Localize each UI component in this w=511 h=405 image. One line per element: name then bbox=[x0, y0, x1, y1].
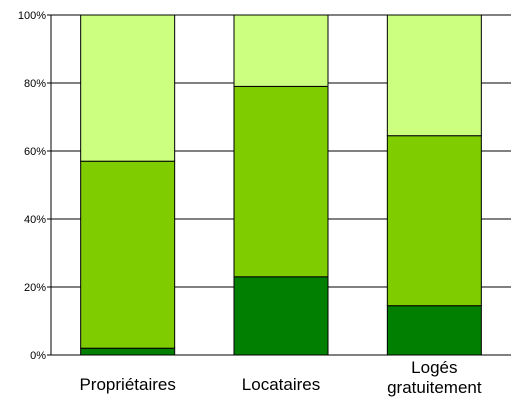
bar-stacks bbox=[80, 14, 482, 356]
bar-segment-0-2 bbox=[80, 14, 176, 162]
y-axis-tick-labels: 0% 20% 40% 60% 80% 100% bbox=[18, 10, 46, 362]
x-category-label-0: Propriétaires bbox=[79, 375, 175, 394]
y-tick-label-20: 20% bbox=[24, 282, 46, 294]
y-tick-label-100: 100% bbox=[18, 10, 46, 22]
x-category-label-2: Logés gratuitement bbox=[387, 358, 482, 397]
x-category-label-line: Logés bbox=[411, 358, 457, 377]
y-tick-label-40: 40% bbox=[24, 214, 46, 226]
x-axis-category-labels: Propriétaires Locataires Logés gratuitement bbox=[79, 358, 481, 397]
bar-segment-1-0 bbox=[233, 276, 329, 356]
bar-segment-0-0 bbox=[80, 347, 176, 356]
x-category-label-line: Propriétaires bbox=[79, 375, 175, 394]
bar-segment-2-2 bbox=[386, 14, 482, 137]
y-tick-label-80: 80% bbox=[24, 78, 46, 90]
axes bbox=[47, 14, 52, 356]
bar-segment-1-1 bbox=[233, 85, 329, 278]
x-category-label-line: Locataires bbox=[242, 375, 320, 394]
x-category-label-line: gratuitement bbox=[387, 378, 482, 397]
bar-segment-2-1 bbox=[386, 135, 482, 307]
y-tick-label-60: 60% bbox=[24, 146, 46, 158]
bar-segment-0-1 bbox=[80, 160, 176, 349]
x-category-label-1: Locataires bbox=[242, 375, 320, 394]
bar-segment-1-2 bbox=[233, 14, 329, 87]
bar-segment-2-0 bbox=[386, 305, 482, 356]
y-tick-label-0: 0% bbox=[30, 350, 46, 362]
